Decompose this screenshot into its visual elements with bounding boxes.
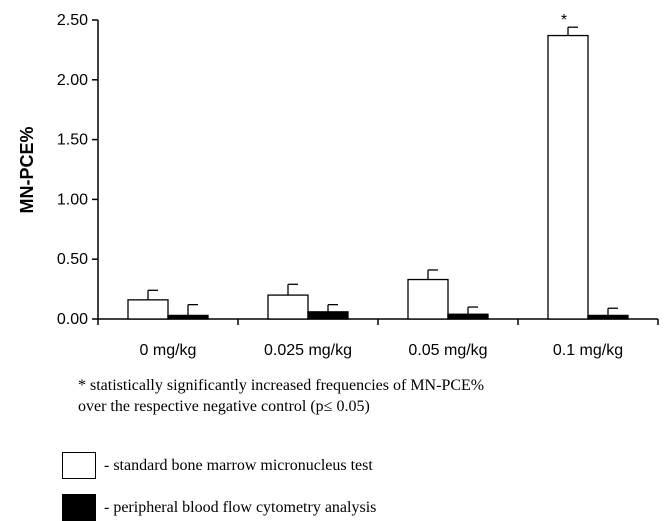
bar-flow-cytometry xyxy=(167,314,209,320)
bar-flow-cytometry xyxy=(587,314,629,320)
x-tick-label: 0.1 mg/kg xyxy=(553,342,623,359)
bar-flow-cytometry xyxy=(447,313,489,320)
x-axis-ticks: 0 mg/kg 0.025 mg/kg 0.05 mg/kg 0.1 mg/kg xyxy=(97,319,659,359)
bar-bone-marrow xyxy=(267,294,309,320)
y-axis-title: MN-PCE% xyxy=(17,126,37,213)
bar-flow-cytometry xyxy=(307,311,349,320)
bar-bone-marrow xyxy=(547,34,589,320)
legend-label-bone-marrow: - standard bone marrow micronucleus test xyxy=(104,456,373,474)
legend-item-flow-cytometry: - peripheral blood flow cytometry analys… xyxy=(62,494,376,521)
y-tick-label: 0.00 xyxy=(57,311,88,328)
significance-note: * statistically significantly increased … xyxy=(78,375,484,417)
note-line-2: over the respective negative control (p≤… xyxy=(78,398,370,415)
chart-bars: * xyxy=(127,12,629,320)
y-tick-label: 2.50 xyxy=(57,12,88,29)
bar-bone-marrow xyxy=(127,299,169,320)
legend-swatch-black xyxy=(62,494,96,521)
note-line-1: * statistically significantly increased … xyxy=(78,377,485,394)
x-tick-label: 0.025 mg/kg xyxy=(264,342,352,359)
significance-asterisk: * xyxy=(561,12,567,29)
legend-item-bone-marrow: - standard bone marrow micronucleus test xyxy=(62,452,373,479)
y-tick-label: 1.00 xyxy=(57,191,88,208)
x-tick-label: 0.05 mg/kg xyxy=(408,342,487,359)
x-tick-label: 0 mg/kg xyxy=(140,342,197,359)
legend-label-flow-cytometry: - peripheral blood flow cytometry analys… xyxy=(104,498,377,516)
legend-swatch-white xyxy=(62,452,96,479)
y-tick-label: 0.50 xyxy=(57,251,88,268)
y-tick-label: 2.00 xyxy=(57,72,88,89)
y-tick-label: 1.50 xyxy=(57,132,88,149)
bar-bone-marrow xyxy=(407,278,449,320)
y-axis-ticks: 0.00 0.50 1.00 1.50 2.00 2.50 xyxy=(57,12,98,328)
bar-chart: * 0.00 0.50 1.00 1.50 2.00 2.50 0 mg/kg 0.025 … xyxy=(17,12,659,359)
